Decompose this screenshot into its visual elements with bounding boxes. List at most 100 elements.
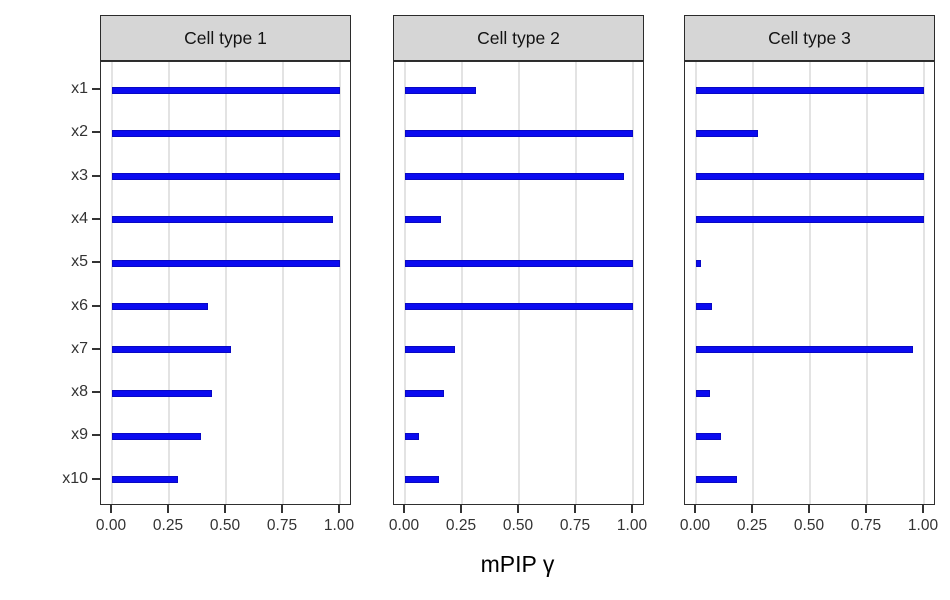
- bar: [112, 346, 231, 354]
- gridline-x: [404, 62, 406, 504]
- bar: [696, 86, 924, 94]
- bar: [112, 173, 340, 181]
- x-tick-label: 1.00: [907, 517, 939, 534]
- x-tick-label: 0.75: [266, 517, 298, 534]
- bar: [405, 216, 442, 224]
- bar: [405, 476, 440, 484]
- bar: [405, 173, 624, 181]
- bar: [405, 86, 476, 94]
- y-tick-mark: [92, 261, 100, 264]
- bar: [405, 303, 633, 310]
- bar: [405, 346, 456, 354]
- gridline-x: [632, 62, 634, 504]
- x-tick-label: 0.75: [850, 517, 882, 534]
- facet-panel: [100, 61, 351, 505]
- bar: [696, 259, 701, 267]
- bar: [112, 129, 340, 137]
- x-tick-mark: [338, 505, 340, 513]
- bar: [696, 216, 924, 224]
- bar: [112, 86, 340, 94]
- x-tick-label: 1.00: [616, 517, 648, 534]
- x-tick-label: 0.50: [209, 517, 241, 534]
- x-tick-mark: [922, 505, 924, 513]
- bar: [405, 259, 633, 267]
- y-tick-mark: [92, 304, 100, 307]
- bar: [405, 129, 633, 137]
- y-axis-label: x4: [71, 209, 88, 227]
- x-tick-mark: [751, 505, 753, 513]
- x-tick-mark: [110, 505, 112, 513]
- x-tick-label: 0.50: [502, 517, 534, 534]
- y-axis-label: x8: [71, 383, 88, 401]
- y-axis-label: x1: [71, 80, 88, 97]
- bar: [696, 129, 758, 137]
- bar: [112, 389, 213, 397]
- bar: [112, 303, 208, 310]
- x-tick-label: 0.25: [445, 517, 477, 534]
- y-tick-mark: [92, 174, 100, 177]
- gridline-x: [695, 62, 697, 504]
- facet-panel: [684, 61, 935, 505]
- x-tick-label: 0.50: [793, 517, 825, 534]
- x-tick-mark: [224, 505, 226, 513]
- gridline-x: [752, 62, 754, 504]
- y-tick-mark: [92, 88, 100, 90]
- y-axis-label: x5: [71, 253, 88, 271]
- facet-strip-label: Cell type 1: [184, 27, 267, 48]
- bar: [696, 476, 738, 484]
- bar: [112, 432, 201, 440]
- y-tick-mark: [92, 217, 100, 220]
- gridline-x: [111, 62, 113, 504]
- gridline-x: [575, 62, 577, 504]
- y-axis-label: x6: [71, 296, 88, 314]
- y-axis-label: x9: [71, 426, 88, 444]
- bar: [696, 432, 722, 440]
- y-tick-mark: [92, 391, 100, 394]
- x-tick-mark: [167, 505, 169, 513]
- gridline-x: [282, 62, 284, 504]
- y-axis-label: x10: [62, 469, 88, 487]
- x-tick-label: 0.00: [95, 517, 127, 534]
- gridline-x: [339, 62, 341, 504]
- y-tick-mark: [92, 347, 100, 350]
- facet-strip: Cell type 3: [684, 15, 935, 61]
- facet-strip: Cell type 1: [100, 15, 351, 61]
- x-tick-mark: [574, 505, 576, 513]
- facet-strip: Cell type 2: [393, 15, 644, 61]
- gridline-x: [461, 62, 463, 504]
- bar: [112, 476, 179, 484]
- y-axis-label: x3: [71, 166, 88, 184]
- y-tick-mark: [92, 434, 100, 437]
- x-tick-label: 0.75: [559, 517, 591, 534]
- bar: [112, 259, 340, 267]
- gridline-x: [866, 62, 868, 504]
- gridline-x: [225, 62, 227, 504]
- gridline-x: [518, 62, 520, 504]
- y-axis-label: x2: [71, 123, 88, 141]
- x-tick-label: 1.00: [323, 517, 355, 534]
- bar: [112, 216, 334, 224]
- facet-strip-label: Cell type 3: [768, 27, 851, 48]
- facet-panel: [393, 61, 644, 505]
- x-tick-label: 0.25: [736, 517, 768, 534]
- bar: [696, 173, 924, 181]
- x-tick-mark: [460, 505, 462, 513]
- bar: [696, 346, 913, 354]
- facet-strip-label: Cell type 2: [477, 27, 560, 48]
- gridline-x: [923, 62, 925, 504]
- x-tick-mark: [694, 505, 696, 513]
- bar: [405, 389, 444, 397]
- gridline-x: [809, 62, 811, 504]
- x-tick-label: 0.00: [679, 517, 711, 534]
- x-tick-mark: [865, 505, 867, 513]
- x-axis-title: mPIP γ: [480, 551, 555, 577]
- x-tick-mark: [631, 505, 633, 513]
- x-tick-mark: [403, 505, 405, 513]
- y-axis-label: x7: [71, 339, 88, 357]
- bar: [696, 303, 712, 310]
- gridline-x: [168, 62, 170, 504]
- y-tick-mark: [92, 131, 100, 134]
- x-tick-label: 0.00: [388, 517, 420, 534]
- x-tick-label: 0.25: [152, 517, 184, 534]
